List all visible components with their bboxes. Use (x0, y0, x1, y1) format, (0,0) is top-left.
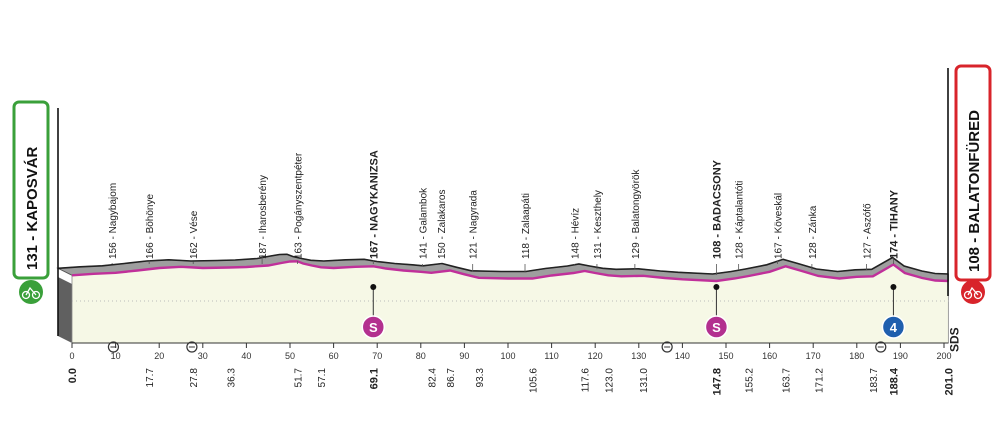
place-label: 150 - Zalakaros (437, 190, 448, 259)
axis-tick-label: 120 (588, 351, 603, 361)
profile-ribbon-line (71, 260, 949, 283)
sprint-icon (361, 315, 386, 339)
start-bike-icon (19, 280, 43, 304)
distance-label: 17.7 (145, 368, 156, 388)
axis-tick-label: 30 (198, 351, 208, 361)
place-label: 163 - Pogányszentpéter (293, 152, 304, 259)
start-label: 131 - KAPOSVÁR (24, 146, 41, 270)
sprint-pin-head (370, 284, 377, 290)
place-label: 166 - Böhönye (145, 194, 156, 259)
distance-label: 0.0 (67, 368, 79, 383)
axis-tick-label: 200 (936, 351, 951, 361)
sprint-pin-head (713, 284, 720, 290)
sprint-icon (704, 315, 729, 339)
place-label: 167 - Köveskál (773, 193, 784, 259)
axis-tick-label: 160 (762, 351, 777, 361)
axis-tick-label: 10 (111, 351, 121, 361)
finish-bike-icon-wheel (973, 290, 983, 300)
place-labels: 156 - Nagybajom 166 - Böhönye 162 - Vése 18… (108, 150, 900, 275)
place-label: 131 - Keszthely (593, 190, 604, 259)
start-bike-icon-frame (25, 286, 37, 296)
axis-tick-label: 40 (241, 351, 251, 361)
distance-label: 131.0 (639, 368, 650, 393)
place-label: 148 - Hévíz (570, 208, 581, 259)
sprint-icon-label: S (369, 320, 378, 335)
sprint-icon-label: S (712, 320, 721, 335)
place-label: 167 - NAGYKANIZSA (368, 150, 380, 259)
place-label: 174 - TIHANY (888, 189, 900, 259)
distance-label: 155.2 (745, 368, 756, 393)
brand-label: SDS (947, 327, 961, 352)
distance-label: 123.0 (604, 368, 615, 393)
axis-tick-label: 170 (806, 351, 821, 361)
finish-label: 108 - BALATONFÜRED (966, 110, 983, 272)
distance-label: 163.7 (782, 368, 793, 393)
endpoints: 131 - KAPOSVÁR 108 - BALATONFÜRED (12, 64, 992, 336)
axis-tick-label: 100 (500, 351, 515, 361)
distance-label: 183.7 (869, 368, 880, 393)
place-label: 129 - Balatongyörök (631, 168, 642, 259)
axis-tick-label: 180 (849, 351, 864, 361)
distance-label: 188.4 (888, 367, 900, 395)
place-label: 156 - Nagybajom (108, 183, 119, 259)
distance-label: 147.8 (711, 368, 723, 396)
place-label: 121 - Nagyrada (469, 190, 480, 259)
distance-label: 36.3 (226, 368, 237, 388)
axis-tick-label: 70 (372, 351, 382, 361)
axis-tick-label: 0 (69, 351, 74, 361)
distance-label: 105.6 (528, 368, 539, 393)
kom-pin-head (890, 284, 897, 290)
distance-label: 27.8 (189, 368, 200, 388)
place-label: 118 - Zalaapáti (521, 193, 532, 259)
distance-label: 82.4 (427, 368, 438, 388)
place-label: 108 - BADACSONY (711, 159, 723, 259)
x-axis: 0 10 20 30 40 50 60 70 80 90 100 110 120 130 140 150 160… (69, 342, 952, 361)
start-bike-icon-wheel (31, 290, 41, 300)
axis-tick-label: 50 (285, 351, 295, 361)
place-label: 162 - Vése (189, 210, 200, 259)
finish-bike-icon-frame (967, 286, 979, 296)
profile-side-face (58, 277, 72, 343)
markers: S S 4 SDS (107, 284, 961, 353)
finish-bike-icon-wheel (963, 290, 973, 300)
axis-tick-label: 130 (631, 351, 646, 361)
place-label: 187 - Iharosberény (258, 175, 269, 259)
start-box (12, 100, 50, 280)
start-bike-icon-wheel (21, 290, 31, 300)
distance-label: 171.2 (814, 368, 825, 393)
place-label: 128 - Zánka (808, 205, 819, 259)
profile-base-layer (58, 277, 72, 343)
distance-label: 86.7 (446, 368, 457, 388)
distance-label: 57.1 (317, 368, 328, 388)
kom-icon (881, 315, 906, 339)
kom-icon-label: 4 (890, 320, 898, 335)
place-label: 128 - Káptalantóti (735, 181, 746, 259)
axis-tick-label: 20 (154, 351, 164, 361)
axis-tick-label: 110 (544, 351, 558, 361)
profile-ridge-line (57, 253, 949, 275)
axis-tick-label: 80 (416, 351, 426, 361)
distance-label: 117.6 (581, 368, 592, 393)
place-label: 127 - Aszófő (862, 203, 873, 259)
finish-bike-icon (961, 280, 985, 304)
distance-label: 51.7 (293, 368, 304, 388)
profile-area (56, 253, 949, 344)
distance-label: 69.1 (368, 368, 380, 389)
place-label: 141 - Galambok (419, 187, 430, 259)
axis-tick-label: 90 (459, 351, 469, 361)
axis-tick-label: 60 (329, 351, 339, 361)
axis-tick-label: 140 (675, 351, 690, 361)
axis-tick-label: 190 (893, 351, 908, 361)
distance-label: 93.3 (475, 368, 486, 388)
axis-tick-label: 150 (718, 351, 733, 361)
distance-labels: 0.0 17.7 27.8 36.3 51.7 57.1 69.1 82.4 86.7 93.3 1… (67, 367, 955, 395)
distance-label: 201.0 (943, 368, 955, 396)
